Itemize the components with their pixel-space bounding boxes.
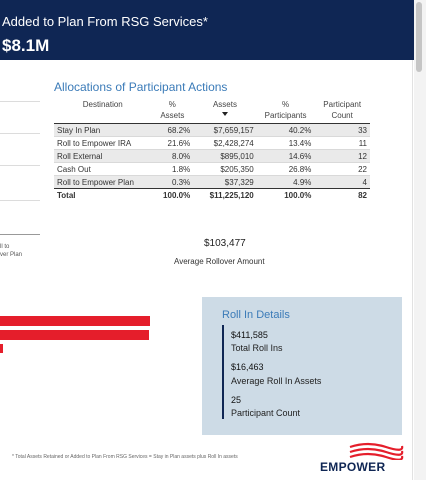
cell-assets: $37,329 xyxy=(224,177,254,187)
roll-in-total-label: Total Roll Ins xyxy=(231,343,283,353)
cell-assets: $205,350 xyxy=(220,164,254,174)
cell-assets: $2,428,274 xyxy=(213,138,254,148)
total-count: 82 xyxy=(314,188,370,201)
empower-flag-icon xyxy=(349,442,404,460)
col-destination[interactable]: Destination xyxy=(82,100,123,109)
cell-destination: Cash Out xyxy=(57,164,91,174)
bar-2 xyxy=(0,330,149,340)
table-header-row: Destination % Assets Assets % Participants… xyxy=(54,97,370,124)
scrollbar-thumb[interactable] xyxy=(416,2,422,72)
total-destination: Total xyxy=(54,188,152,201)
total-pct-participants: 100.0% xyxy=(256,188,315,201)
col-assets[interactable]: Assets xyxy=(193,97,257,124)
cell-pct-participants: 40.2% xyxy=(288,125,312,135)
left-bar-label-line1: ll to xyxy=(0,244,10,250)
bar-3 xyxy=(0,344,3,353)
cell-count: 12 xyxy=(358,151,367,161)
cell-pct-participants: 4.9% xyxy=(293,177,312,187)
cell-pct-assets: 21.6% xyxy=(167,138,191,148)
header-amount: $8.1M xyxy=(2,36,50,55)
table-row[interactable]: Stay In Plan 68.2% $7,659,157 40.2% 33 xyxy=(54,123,370,137)
average-rollover-value: $103,477 xyxy=(204,238,246,249)
roll-in-accent-bar xyxy=(222,325,224,419)
cell-pct-assets: 0.3% xyxy=(171,177,191,187)
cell-assets: $895,010 xyxy=(220,151,254,161)
scrollbar-track[interactable] xyxy=(414,0,426,480)
average-rollover-label: Average Rollover Amount xyxy=(174,257,265,266)
allocations-table: Destination % Assets Assets % Participants… xyxy=(54,97,370,201)
allocations-title: Allocations of Participant Actions xyxy=(54,80,228,94)
col-participant-count[interactable]: Participant Count xyxy=(323,100,362,120)
cell-pct-assets: 8.0% xyxy=(171,151,191,161)
cell-pct-participants: 26.8% xyxy=(288,164,312,174)
cell-count: 4 xyxy=(362,177,367,187)
cell-count: 11 xyxy=(358,138,367,148)
cell-destination: Stay In Plan xyxy=(57,125,101,135)
header-title: Added to Plan From RSG Services* xyxy=(2,14,208,29)
table-total-row: Total 100.0% $11,225,120 100.0% 82 xyxy=(54,188,370,201)
header-banner: Added to Plan From RSG Services* $8.1M xyxy=(0,0,414,60)
cell-destination: Roll to Empower Plan xyxy=(57,177,134,187)
cell-pct-assets: 68.2% xyxy=(167,125,191,135)
cell-pct-assets: 1.8% xyxy=(171,164,191,174)
roll-in-avg-value: $16,463 xyxy=(231,362,264,372)
col-pct-participants[interactable]: % Participants xyxy=(264,100,307,120)
roll-in-count-label: Participant Count xyxy=(231,408,301,418)
table-row[interactable]: Cash Out 1.8% $205,350 26.8% 22 xyxy=(54,163,370,176)
table-row[interactable]: Roll to Empower IRA 21.6% $2,428,274 13.4% 1… xyxy=(54,137,370,150)
empower-logo-text: EMPOWER xyxy=(320,460,386,474)
total-pct-assets: 100.0% xyxy=(151,188,194,201)
col-pct-assets[interactable]: % Assets xyxy=(160,100,185,120)
roll-in-total-value: $411,585 xyxy=(231,330,268,340)
cell-assets: $7,659,157 xyxy=(213,125,254,135)
bar-1 xyxy=(0,316,150,326)
panel-divider xyxy=(412,60,413,480)
roll-in-title: Roll In Details xyxy=(222,309,290,321)
empower-logo: EMPOWER xyxy=(318,442,408,478)
left-bar-label: ll to ver Plan xyxy=(0,243,40,259)
cell-pct-participants: 13.4% xyxy=(288,138,312,148)
left-bar-label-line2: ver Plan xyxy=(0,252,23,258)
sort-desc-icon xyxy=(221,112,228,116)
table-row[interactable]: Roll External 8.0% $895,010 14.6% 12 xyxy=(54,149,370,163)
footnote: * Total Assets Retained or Added to Plan… xyxy=(12,454,238,460)
cell-count: 22 xyxy=(358,164,367,174)
roll-in-details-card: Roll In Details $411,585 Total Roll Ins … xyxy=(202,297,402,435)
allocations-body: Stay In Plan 68.2% $7,659,157 40.2% 33 Roll t… xyxy=(54,123,370,201)
cell-destination: Roll to Empower IRA xyxy=(57,138,132,148)
cell-pct-participants: 14.6% xyxy=(288,151,312,161)
cell-destination: Roll External xyxy=(57,151,103,161)
table-row[interactable]: Roll to Empower Plan 0.3% $37,329 4.9% 4 xyxy=(54,175,370,189)
roll-in-avg-label: Average Roll In Assets xyxy=(231,376,322,386)
roll-in-count-value: 25 xyxy=(231,395,242,405)
total-assets: $11,225,120 xyxy=(193,188,257,201)
cell-count: 33 xyxy=(358,125,367,135)
